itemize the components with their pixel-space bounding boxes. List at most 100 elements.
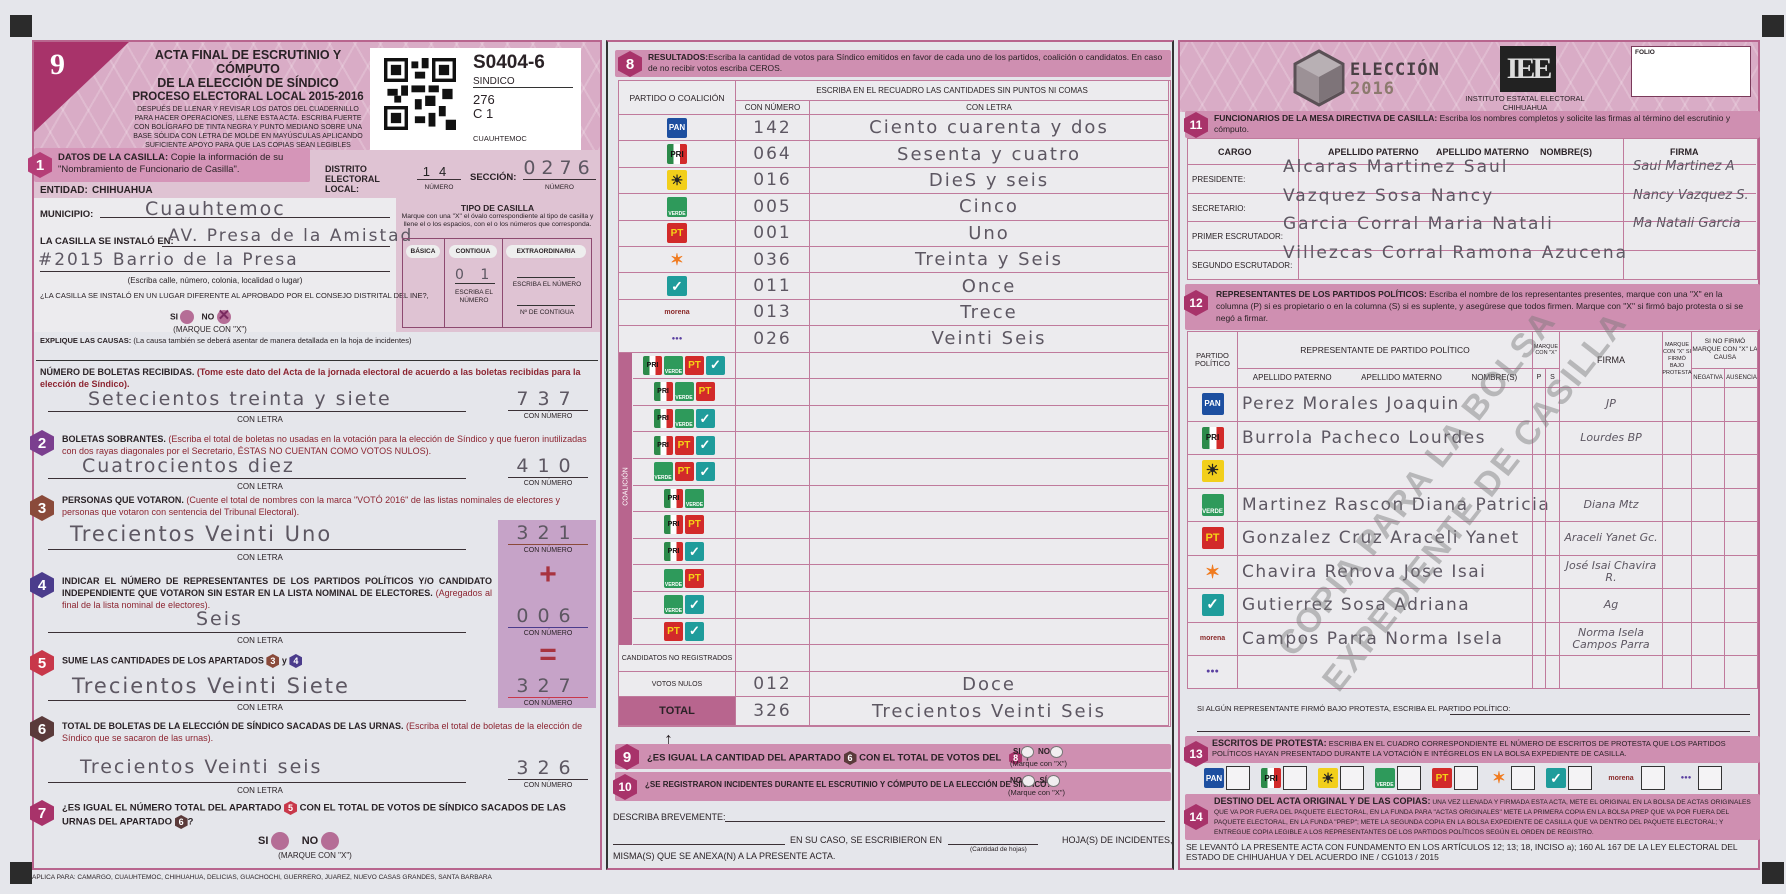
vote-number-field[interactable]: 001 (736, 220, 810, 247)
representative-name-field[interactable] (1238, 656, 1533, 688)
vote-number-field[interactable] (736, 459, 810, 486)
vote-text-field[interactable] (810, 405, 1169, 433)
vote-number-field[interactable]: 142 (736, 115, 810, 142)
no_registrados-text-field[interactable] (810, 645, 1169, 673)
suplente-checkbox[interactable] (1546, 622, 1560, 656)
total-text-field[interactable]: Trecientos Veinti Seis (810, 697, 1169, 727)
vote-number-field[interactable]: 011 (736, 273, 810, 300)
no_registrados-number-field[interactable] (736, 645, 810, 673)
ausencia-checkbox[interactable] (1725, 589, 1757, 623)
funcionario-signature[interactable]: Saul Martinez A (1633, 159, 1735, 174)
representative-name-field[interactable]: Gonzalez Cruz Araceli Yanet (1238, 522, 1533, 556)
vote-text-field[interactable] (810, 352, 1169, 380)
describa-field-2[interactable] (613, 844, 785, 845)
cantidad-hojas-field[interactable] (948, 844, 1038, 845)
representative-signature[interactable] (1560, 656, 1663, 688)
vote-text-field[interactable] (810, 485, 1169, 513)
vote-text-field[interactable] (810, 459, 1169, 486)
negativa-checkbox[interactable] (1692, 622, 1725, 656)
describa-field[interactable] (725, 821, 1165, 822)
negativa-checkbox[interactable] (1692, 455, 1725, 489)
vote-number-field[interactable]: 064 (736, 141, 810, 168)
vote-text-field[interactable] (810, 538, 1169, 566)
extraordinaria-oval[interactable]: EXTRAORDINARIA (506, 245, 586, 258)
bajo-protesta-checkbox[interactable] (1663, 555, 1692, 589)
ausencia-checkbox[interactable] (1725, 455, 1757, 489)
section-4-numero[interactable]: 006 (508, 605, 588, 628)
suplente-checkbox[interactable] (1546, 388, 1560, 422)
section-5-numero[interactable]: 327 (508, 675, 588, 698)
section-10-no-oval[interactable] (1022, 775, 1035, 787)
funcionario-name-field[interactable]: Villezcas Corral Ramona Azucena (1283, 242, 1629, 263)
vote-text-field[interactable]: DieS y seis (810, 167, 1169, 195)
propietario-checkbox[interactable] (1533, 589, 1546, 623)
funcionario-signature[interactable]: Ma Natali Garcia (1633, 216, 1741, 232)
bajo-protesta-checkbox[interactable] (1663, 622, 1692, 656)
boletas-letra[interactable]: Setecientos treinta y siete (88, 388, 392, 410)
funcionario-name-field[interactable]: Vazquez Sosa Nancy (1283, 185, 1495, 206)
municipio-field[interactable]: Cuauhtemoc (145, 198, 286, 220)
negativa-checkbox[interactable] (1692, 589, 1725, 623)
ausencia-checkbox[interactable] (1725, 489, 1757, 522)
section-7-si-oval[interactable] (271, 832, 290, 850)
protest-count-field[interactable] (1568, 766, 1592, 790)
section-2-letra[interactable]: Cuatrocientos diez (82, 455, 295, 477)
bajo-protesta-field-2[interactable] (1197, 731, 1750, 732)
representative-name-field[interactable]: Gutierrez Sosa Adriana (1238, 589, 1533, 623)
vote-text-field[interactable]: Cinco (810, 194, 1169, 221)
no-contigua-field[interactable] (517, 305, 575, 306)
representative-signature[interactable]: Diana Mtz (1560, 488, 1663, 522)
section-3-numero[interactable]: 321 (508, 522, 588, 545)
folio-field[interactable]: FOLIO (1631, 46, 1751, 97)
representative-signature[interactable]: Lourdes BP (1560, 421, 1663, 455)
representative-signature[interactable]: Norma Isela Campos Parra (1560, 622, 1663, 656)
representative-name-field[interactable]: Burrola Pacheco Lourdes (1238, 421, 1533, 455)
protest-count-field[interactable] (1641, 766, 1665, 790)
section-9-no-oval[interactable] (1050, 746, 1064, 758)
representative-name-field[interactable]: Campos Parra Norma Isela (1238, 622, 1533, 656)
protest-count-field[interactable] (1283, 766, 1307, 790)
suplente-checkbox[interactable] (1546, 421, 1560, 455)
vote-text-field[interactable]: Sesenta y cuatro (810, 141, 1169, 168)
propietario-checkbox[interactable] (1533, 455, 1546, 489)
propietario-checkbox[interactable] (1533, 622, 1546, 656)
negativa-checkbox[interactable] (1692, 421, 1725, 455)
vote-text-field[interactable]: Treinta y Seis (810, 247, 1169, 274)
suplente-checkbox[interactable] (1546, 656, 1560, 688)
vote-text-field[interactable]: Trece (810, 299, 1169, 327)
seccion-field[interactable]: 0276 (523, 157, 596, 180)
vote-number-field[interactable] (736, 405, 810, 433)
funcionario-name-field[interactable]: Alcaras Martinez Saul (1283, 157, 1509, 177)
bajo-protesta-checkbox[interactable] (1663, 388, 1692, 422)
protest-count-field[interactable] (1454, 766, 1478, 790)
vote-number-field[interactable] (736, 352, 810, 380)
vote-number-field[interactable] (736, 592, 810, 619)
protest-count-field[interactable] (1226, 766, 1250, 790)
funcionario-signature[interactable]: Nancy Vazquez S. (1633, 187, 1749, 203)
bajo-protesta-checkbox[interactable] (1663, 589, 1692, 623)
propietario-checkbox[interactable] (1533, 555, 1546, 589)
lugar-no-oval[interactable]: ✕ (216, 307, 231, 324)
negativa-checkbox[interactable] (1692, 656, 1725, 688)
propietario-checkbox[interactable] (1533, 522, 1546, 556)
vote-text-field[interactable]: Veinti Seis (810, 326, 1169, 353)
nulos-text-field[interactable]: Doce (810, 672, 1169, 698)
section-4-letra[interactable]: Seis (196, 608, 243, 630)
ausencia-checkbox[interactable] (1725, 388, 1757, 422)
extraordinaria-number-field[interactable] (517, 277, 575, 278)
representative-name-field[interactable]: Perez Morales Joaquin (1238, 388, 1533, 422)
vote-text-field[interactable]: Ciento cuarenta y dos (810, 115, 1169, 142)
vote-text-field[interactable]: Uno (810, 220, 1169, 247)
boletas-numero[interactable]: 737 (508, 388, 588, 411)
vote-number-field[interactable] (736, 432, 810, 459)
suplente-checkbox[interactable] (1546, 455, 1560, 489)
ausencia-checkbox[interactable] (1725, 556, 1757, 589)
vote-number-field[interactable] (736, 379, 810, 406)
vote-number-field[interactable] (736, 538, 810, 566)
bajo-protesta-checkbox[interactable] (1663, 656, 1692, 688)
propietario-checkbox[interactable] (1533, 656, 1546, 688)
negativa-checkbox[interactable] (1692, 388, 1725, 422)
ausencia-checkbox[interactable] (1725, 623, 1757, 656)
representative-signature[interactable]: JP (1560, 388, 1663, 422)
section-9-si-oval[interactable] (1020, 746, 1034, 758)
